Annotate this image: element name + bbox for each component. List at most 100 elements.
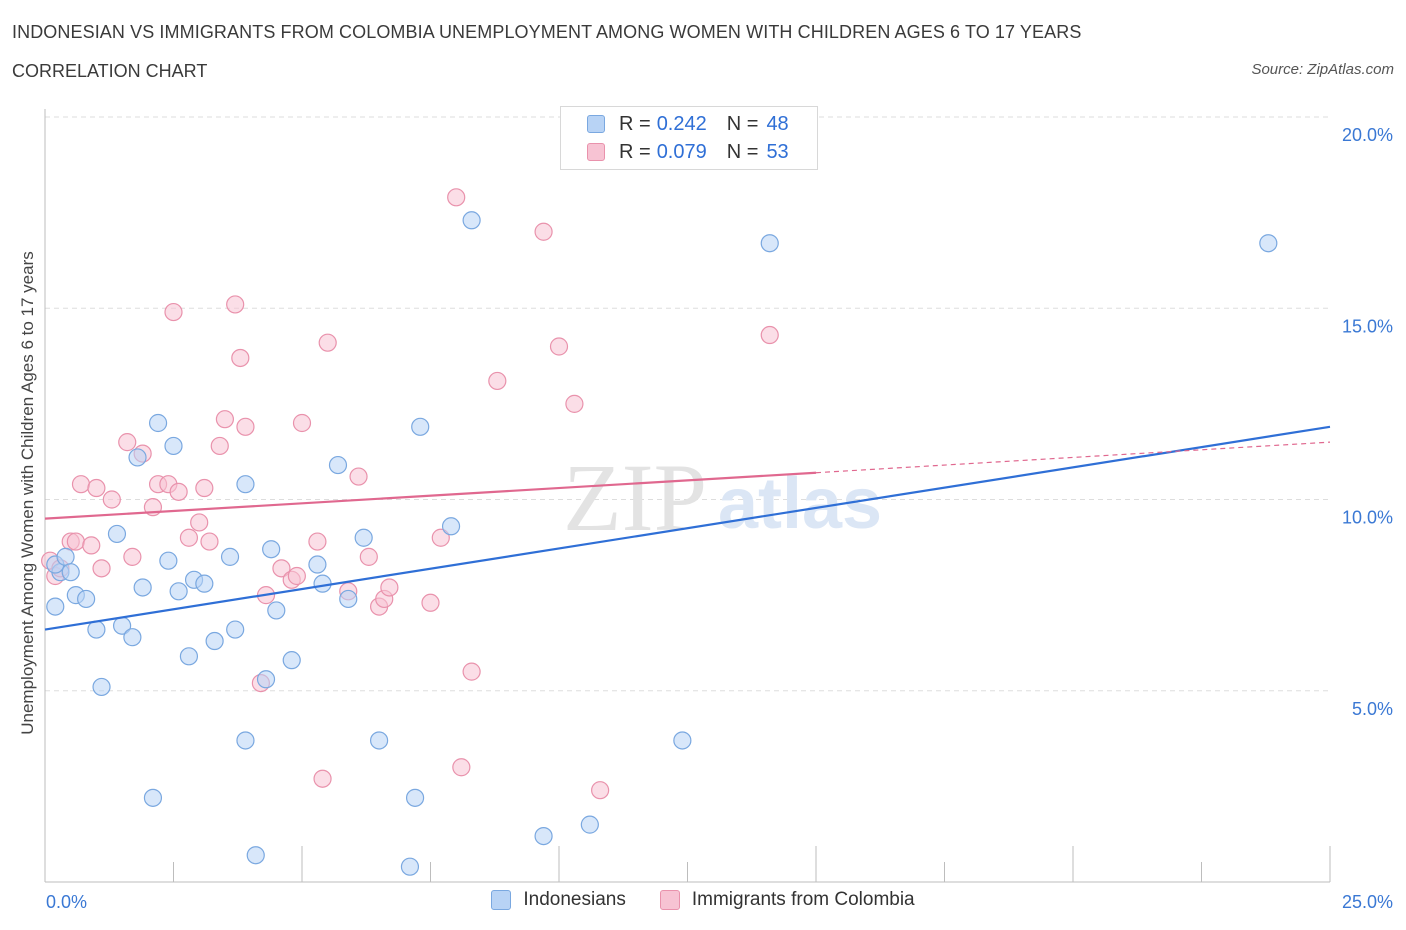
- data-point: [82, 536, 101, 555]
- data-point: [71, 475, 91, 494]
- n-label: N =: [726, 112, 759, 135]
- data-point: [107, 524, 127, 544]
- data-point: [447, 188, 466, 207]
- data-point: [123, 628, 142, 647]
- data-point: [441, 517, 461, 536]
- legend-swatch-blue: [491, 890, 512, 910]
- data-point: [339, 589, 358, 609]
- data-point: [200, 532, 219, 551]
- trend-line-colombia-extension: [815, 441, 1331, 474]
- data-point: [87, 620, 106, 639]
- data-point: [190, 513, 209, 532]
- data-point: [760, 325, 779, 345]
- data-point: [220, 547, 240, 566]
- data-point: [431, 528, 450, 547]
- data-point: [164, 436, 183, 456]
- r-label: R =: [619, 112, 651, 135]
- r-label: R =: [619, 140, 651, 163]
- data-point: [452, 758, 471, 777]
- data-point: [534, 826, 553, 846]
- data-point: [462, 211, 481, 230]
- data-point: [272, 559, 291, 578]
- data-point: [236, 475, 255, 494]
- legend-row-indonesians: R = 0.242 N = 48: [587, 112, 789, 136]
- data-point: [236, 731, 255, 750]
- data-point: [148, 413, 168, 433]
- data-point: [380, 578, 399, 597]
- y-tick-label: 5.0%: [1352, 699, 1393, 719]
- legend-swatch-blue: [587, 115, 605, 133]
- data-point: [359, 547, 378, 566]
- chart-title: INDONESIAN VS IMMIGRANTS FROM COLOMBIA U…: [12, 22, 1082, 42]
- legend-item-indonesians[interactable]: Indonesians: [491, 889, 626, 911]
- data-point: [195, 574, 214, 593]
- data-point: [411, 417, 430, 436]
- data-point: [246, 846, 265, 865]
- data-point: [179, 647, 199, 666]
- data-point: [164, 302, 183, 322]
- y-tick-label: 15.0%: [1342, 316, 1393, 336]
- data-point: [267, 601, 286, 620]
- data-point: [591, 781, 610, 800]
- data-point: [549, 337, 569, 356]
- legend-label: Immigrants from Colombia: [691, 889, 915, 910]
- legend-row-colombia: R = 0.079 N = 53: [587, 140, 789, 164]
- data-point: [760, 234, 779, 253]
- data-point: [102, 490, 121, 509]
- legend-item-colombia[interactable]: Immigrants from Colombia: [659, 889, 915, 911]
- gridlines: [45, 116, 1330, 692]
- source-credit: Source: ZipAtlas.com: [1251, 61, 1394, 78]
- r-value: 0.242: [656, 112, 707, 135]
- data-point: [565, 394, 584, 413]
- data-point: [308, 555, 327, 574]
- trend-lines: [44, 425, 1331, 631]
- series-indonesians-points: [46, 211, 1278, 876]
- data-point: [92, 559, 111, 578]
- data-point: [462, 662, 481, 681]
- series-legend: Indonesians Immigrants from Colombia: [0, 889, 1406, 911]
- data-point: [673, 731, 692, 750]
- chart-subtitle: CORRELATION CHART: [12, 61, 208, 81]
- data-point: [262, 540, 281, 559]
- data-point: [313, 769, 332, 788]
- n-value: 48: [766, 112, 789, 135]
- data-point: [66, 532, 85, 551]
- data-point: [400, 857, 420, 876]
- data-point: [226, 295, 245, 314]
- data-point: [292, 413, 312, 433]
- data-point: [1259, 234, 1278, 253]
- data-point: [282, 651, 301, 670]
- data-point: [349, 467, 368, 486]
- legend-swatch-pink: [587, 143, 605, 161]
- data-point: [236, 417, 255, 436]
- data-point: [256, 670, 276, 689]
- correlation-legend: R = 0.242 N = 48 R = 0.079 N = 53: [560, 106, 818, 170]
- data-point: [354, 528, 373, 547]
- data-point: [318, 333, 337, 352]
- data-point: [215, 410, 234, 429]
- data-point: [133, 578, 152, 597]
- data-point: [205, 631, 224, 651]
- data-point: [92, 677, 111, 697]
- data-point: [123, 547, 142, 566]
- data-point: [308, 532, 327, 551]
- watermark: ZIP atlas: [563, 444, 882, 551]
- data-point: [287, 566, 306, 586]
- axes: [44, 109, 1331, 883]
- data-point: [128, 448, 147, 467]
- data-point: [534, 222, 553, 241]
- trend-line-colombia: [44, 471, 817, 520]
- y-tick-label: 20.0%: [1342, 125, 1393, 145]
- x-tick-label-min: 0.0%: [46, 892, 87, 912]
- data-point: [405, 788, 425, 807]
- data-point: [488, 371, 507, 391]
- data-point: [46, 597, 65, 616]
- n-label: N =: [726, 140, 759, 163]
- data-point: [195, 478, 214, 498]
- x-tick-label-max: 25.0%: [1342, 892, 1393, 912]
- data-point: [580, 815, 599, 834]
- data-point: [159, 551, 178, 570]
- data-point: [77, 589, 96, 609]
- data-point: [226, 620, 245, 639]
